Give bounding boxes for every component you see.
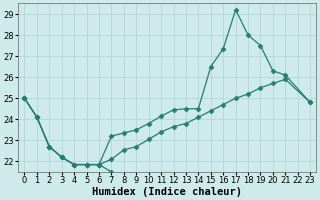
X-axis label: Humidex (Indice chaleur): Humidex (Indice chaleur): [92, 186, 242, 197]
